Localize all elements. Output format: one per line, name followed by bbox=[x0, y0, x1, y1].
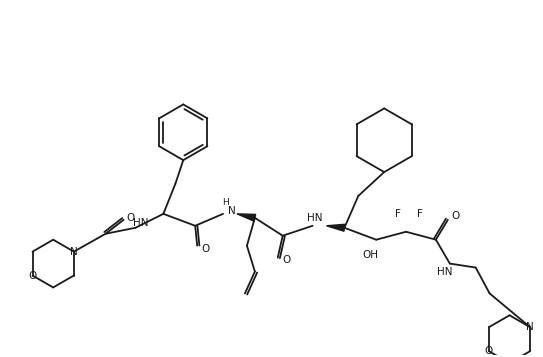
Text: O: O bbox=[127, 213, 135, 223]
Text: HN: HN bbox=[132, 218, 148, 228]
Text: H: H bbox=[222, 198, 229, 207]
Text: N: N bbox=[228, 206, 236, 216]
Text: N: N bbox=[526, 322, 534, 332]
Text: O: O bbox=[282, 255, 291, 265]
Text: OH: OH bbox=[362, 250, 378, 260]
Polygon shape bbox=[237, 214, 256, 221]
Polygon shape bbox=[326, 224, 345, 231]
Text: HN: HN bbox=[437, 267, 453, 277]
Text: N: N bbox=[70, 247, 78, 257]
Text: O: O bbox=[485, 346, 493, 356]
Text: F: F bbox=[417, 209, 423, 219]
Text: O: O bbox=[28, 271, 36, 281]
Text: F: F bbox=[395, 209, 401, 219]
Text: HN: HN bbox=[307, 213, 323, 223]
Text: O: O bbox=[201, 244, 209, 254]
Text: O: O bbox=[452, 211, 460, 221]
